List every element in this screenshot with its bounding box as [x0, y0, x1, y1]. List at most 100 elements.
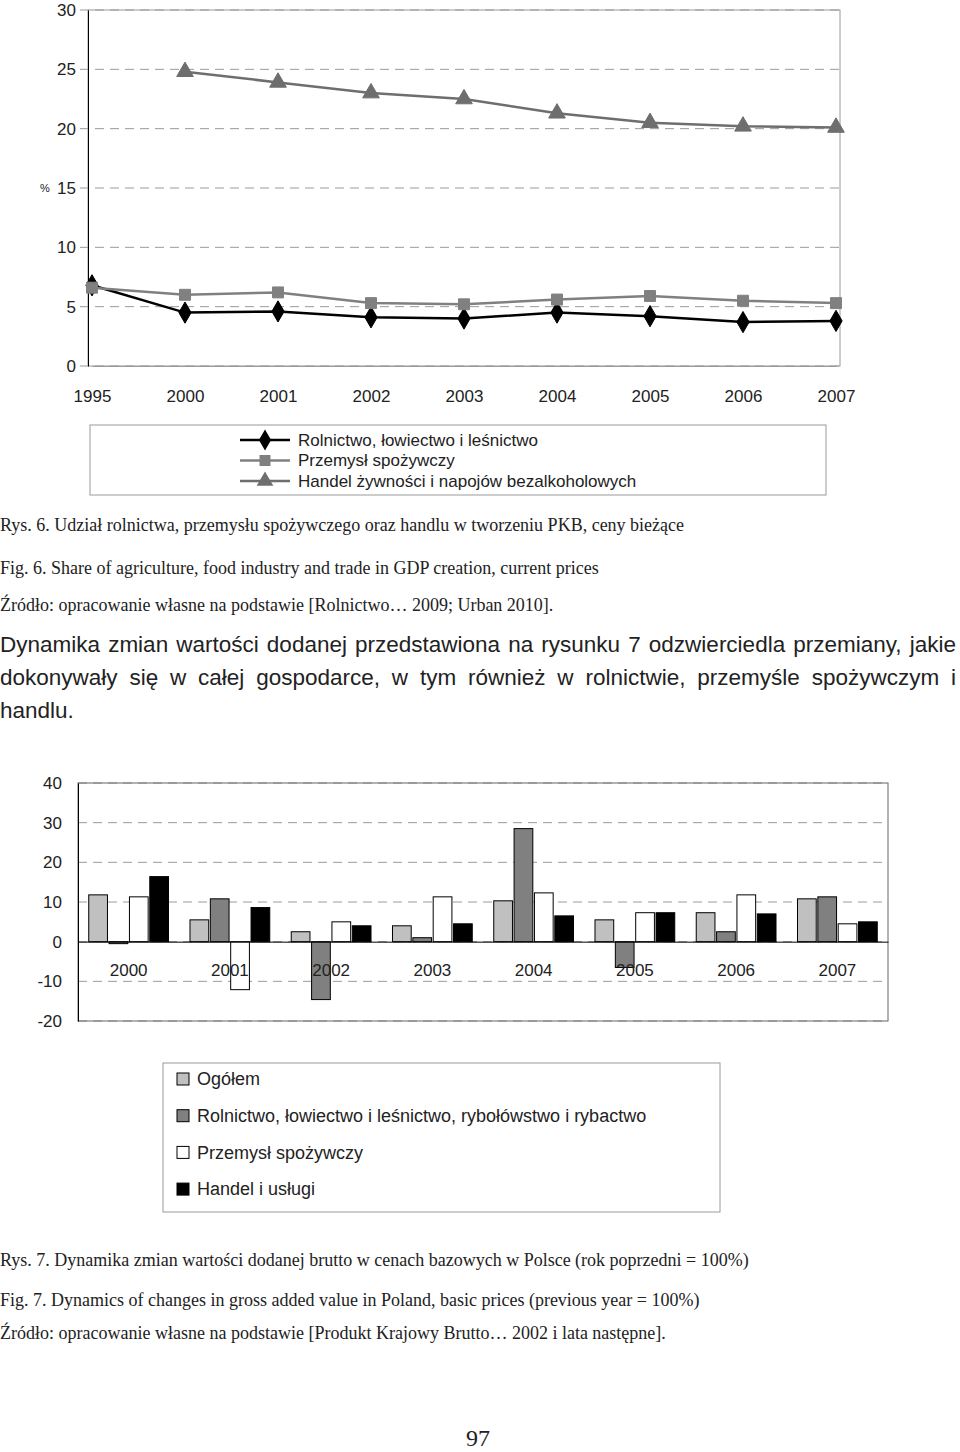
- legend-marker: [259, 429, 271, 450]
- y-tick: 15: [57, 179, 88, 198]
- paragraph: Dynamika zmian wartości dodanej przedsta…: [0, 628, 956, 727]
- series-marker: [830, 310, 842, 331]
- bar: [89, 895, 108, 942]
- bar: [859, 922, 878, 942]
- x-tick-label: 2006: [717, 961, 755, 980]
- bar: [210, 899, 229, 942]
- x-tick: 1995: [74, 366, 112, 406]
- bar: [636, 913, 655, 942]
- page-number: 97: [466, 1425, 490, 1451]
- bar: [656, 913, 675, 942]
- legend-swatch: [177, 1146, 189, 1158]
- series-marker: [644, 306, 656, 327]
- series-marker: [272, 301, 284, 322]
- x-tick: 2005: [632, 366, 670, 406]
- legend-swatch: [177, 1073, 189, 1085]
- series-marker: [456, 89, 473, 103]
- y-tick: 5: [67, 298, 88, 317]
- bar: [291, 932, 310, 942]
- grid-line: [80, 247, 840, 248]
- legend-box: [163, 1063, 720, 1212]
- caption: Rys. 6. Udział rolnictwa, przemysłu spoż…: [0, 515, 684, 535]
- grid: [78, 783, 888, 1021]
- x-tick: 2007: [818, 366, 856, 406]
- bar: [797, 899, 816, 942]
- x-tick-label: 2004: [539, 387, 577, 406]
- y-axis: 0 5 10 15 20 25 30: [57, 1, 88, 376]
- y-axis-line: [88, 11, 89, 367]
- series-marker: [177, 62, 194, 76]
- series-marker: [549, 104, 566, 118]
- x-tick: 2003: [413, 942, 451, 980]
- y-tick-label: -10: [37, 972, 62, 991]
- x-axis: 2000 2001 2002 2003 2004 2005 2006 2007: [79, 942, 889, 980]
- bar: [454, 924, 473, 942]
- grid: [80, 10, 840, 366]
- bar: [332, 922, 351, 942]
- series-marker: [459, 299, 470, 310]
- y-tick-label: 25: [57, 60, 76, 79]
- plot-frame: [78, 783, 888, 1021]
- series-marker: [86, 275, 98, 296]
- series-marker: [735, 117, 752, 131]
- series-marker: [365, 307, 377, 328]
- grid-line: [78, 902, 888, 903]
- bar: [818, 897, 837, 942]
- legend-label: Przemysł spożywczy: [298, 451, 455, 470]
- x-tick-label: 2005: [632, 387, 670, 406]
- caption: Rys. 7. Dynamika zmian wartości dodanej …: [0, 1250, 749, 1271]
- y-tick-label: 0: [67, 357, 76, 376]
- y-tick-label: 30: [57, 1, 76, 20]
- series-marker: [179, 302, 191, 323]
- bar: [433, 897, 452, 942]
- x-tick-label: 2006: [725, 387, 763, 406]
- y-tick-label: 10: [43, 893, 62, 912]
- y-tick: 0: [53, 933, 78, 952]
- y-tick: 10: [43, 893, 78, 912]
- y-tick-label: 20: [43, 853, 62, 872]
- y-tick: 20: [43, 853, 78, 872]
- x-tick: 2006: [725, 366, 763, 406]
- legend-label: Handel żywności i napojów bezalkoholowyc…: [298, 472, 636, 491]
- y-tick-label: 30: [43, 814, 62, 833]
- x-tick-label: 2002: [312, 961, 350, 980]
- x-tick-label: 2001: [211, 961, 249, 980]
- x-tick-label: 1995: [74, 387, 112, 406]
- bar: [190, 920, 209, 942]
- series-line: [185, 72, 836, 128]
- series-marker: [180, 289, 191, 300]
- bar: [696, 913, 715, 942]
- plot-area: [89, 829, 878, 1000]
- y-tick-label: 15: [57, 179, 76, 198]
- x-tick-label: 2004: [515, 961, 553, 980]
- x-tick: 2007: [818, 942, 856, 980]
- x-tick-label: 2007: [818, 961, 856, 980]
- y-tick-label: 40: [43, 774, 62, 793]
- legend-marker: [257, 471, 274, 485]
- x-tick: 2002: [312, 942, 350, 980]
- x-tick-label: 2001: [260, 387, 298, 406]
- grid-line: [80, 188, 840, 189]
- x-tick-label: 2005: [616, 961, 654, 980]
- bar: [150, 877, 169, 942]
- grid-line: [80, 128, 840, 129]
- legend-label: Ogółem: [197, 1069, 260, 1089]
- series-marker: [737, 311, 749, 332]
- series-marker: [831, 298, 842, 309]
- grid-line: [78, 981, 888, 982]
- bar: [514, 829, 533, 942]
- series-marker: [87, 282, 98, 293]
- legend: Rolnictwo, łowiectwo i leśnictwoPrzemysł…: [90, 425, 826, 495]
- y-tick: -10: [37, 972, 78, 991]
- y-tick-label: 20: [57, 120, 76, 139]
- legend-label: Przemysł spożywczy: [197, 1143, 363, 1163]
- x-tick: 2002: [353, 366, 391, 406]
- plot-area: [86, 62, 844, 333]
- series-marker: [363, 83, 380, 97]
- bar: [757, 914, 776, 942]
- y-tick: 40: [43, 774, 78, 793]
- y-tick: 10: [57, 238, 88, 257]
- bar: [838, 924, 857, 942]
- bar: [717, 932, 736, 942]
- x-tick: 2000: [110, 942, 148, 980]
